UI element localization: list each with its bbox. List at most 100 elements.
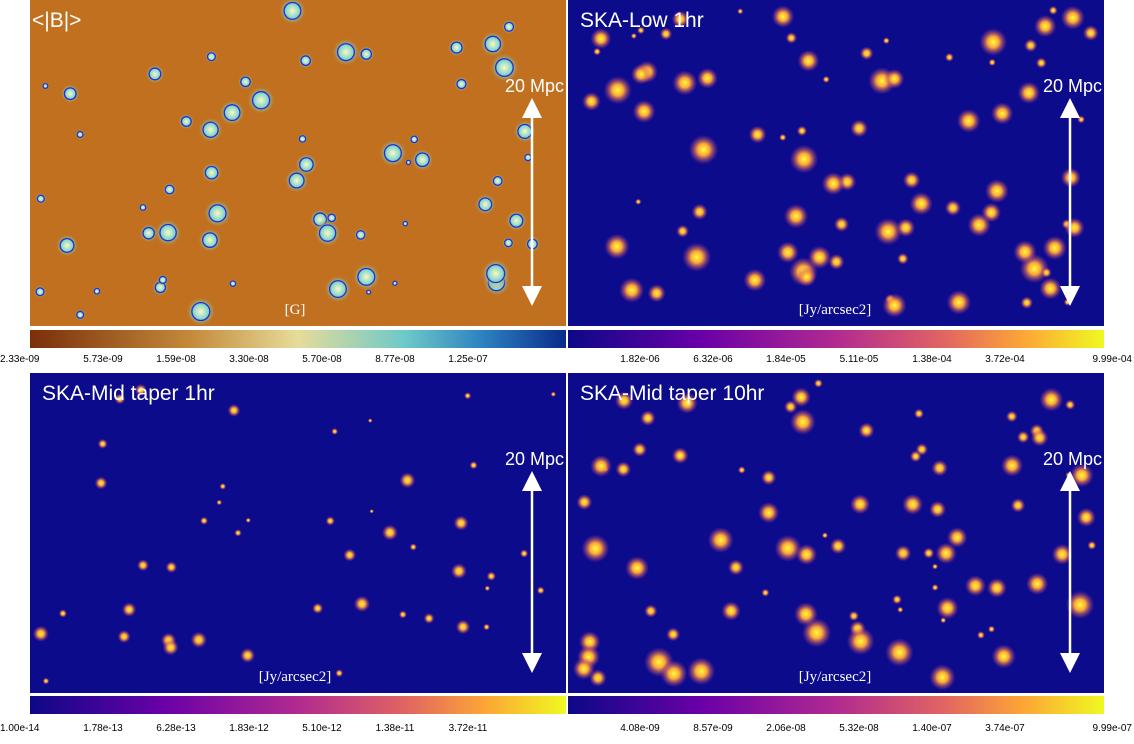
map-feature	[399, 472, 415, 488]
colorbar-tick-label: 5.70e-08	[302, 354, 342, 365]
map-feature	[909, 192, 932, 215]
map-feature	[822, 172, 845, 195]
map-feature	[228, 404, 241, 417]
map-feature	[882, 293, 906, 317]
map-feature	[988, 626, 995, 633]
panel-title: SKA-Low 1hr	[580, 9, 704, 32]
map-feature	[797, 126, 808, 137]
map-feature	[666, 627, 680, 641]
map-feature	[1006, 411, 1018, 423]
map-feature	[965, 575, 986, 596]
map-feature	[1031, 429, 1049, 447]
map-feature	[246, 518, 251, 523]
map-feature	[1034, 15, 1057, 38]
colorbar-tick-label: 1.78e-13	[83, 723, 123, 734]
colorbar-tick-label: 9.99e-04	[1093, 354, 1133, 365]
map-feature	[979, 28, 1007, 56]
map-feature	[1017, 431, 1030, 444]
map-feature	[358, 46, 375, 63]
map-feature	[582, 92, 601, 111]
map-feature	[379, 139, 407, 167]
map-feature	[454, 77, 469, 92]
map-feature	[823, 76, 830, 83]
map-feature	[200, 517, 208, 525]
map-feature	[957, 109, 981, 133]
colorbar-tick-label: 1.59e-08	[156, 354, 196, 365]
map-feature	[332, 38, 360, 66]
map-feature	[648, 284, 666, 302]
colorbar-tick-label: 1.25e-07	[448, 354, 488, 365]
map-feature	[790, 409, 816, 435]
map-feature	[615, 461, 631, 477]
map-feature	[483, 624, 490, 631]
map-feature	[205, 50, 218, 63]
colorbar	[568, 330, 1104, 348]
map-feature	[1011, 498, 1026, 513]
map-feature	[849, 611, 859, 621]
map-feature	[945, 200, 961, 216]
map-feature	[61, 84, 80, 103]
colorbar-tick-label: 8.57e-09	[693, 723, 733, 734]
map-feature	[830, 538, 846, 554]
map-feature	[761, 589, 769, 597]
map-feature	[335, 669, 343, 677]
map-feature	[1077, 508, 1096, 527]
map-feature	[619, 278, 644, 303]
map-feature	[640, 410, 656, 426]
map-feature	[902, 494, 923, 515]
colorbar-tick-label: 2.33e-09	[0, 354, 40, 365]
figure: <|B|>[G]20 Mpc2.33e-095.73e-091.59e-083.…	[0, 0, 1134, 744]
map-feature	[1036, 57, 1047, 68]
map-feature	[847, 627, 875, 655]
panel: <|B|>[G]20 Mpc2.33e-095.73e-091.59e-083.…	[0, 0, 566, 365]
map-feature	[573, 658, 595, 680]
map-feature	[604, 234, 630, 260]
map-feature	[814, 379, 823, 388]
map-feature	[1083, 25, 1099, 41]
map-feature	[914, 409, 924, 419]
map-feature	[897, 253, 909, 265]
map-feature	[117, 630, 130, 643]
colorbar-tick-label: 3.72e-04	[985, 354, 1025, 365]
unit-label: [Jy/arcsec2]	[799, 302, 871, 318]
map-feature	[903, 171, 921, 189]
map-feature	[399, 610, 407, 618]
map-feature	[410, 543, 417, 550]
colorbar-tick-label: 6.32e-06	[693, 354, 733, 365]
map-feature	[631, 64, 651, 84]
panel: SKA-Mid taper 10hr[Jy/arcsec2]20 Mpc4.08…	[568, 373, 1132, 734]
map-feature	[234, 529, 241, 536]
map-feature	[1064, 298, 1071, 305]
colorbar-tick-label: 1.82e-06	[620, 354, 660, 365]
map-feature	[1024, 39, 1037, 52]
map-feature	[411, 148, 434, 171]
panel-title: SKA-Mid taper 1hr	[42, 382, 215, 405]
map-feature	[631, 33, 637, 39]
map-feature	[122, 602, 137, 617]
map-feature	[687, 657, 715, 685]
map-feature	[502, 19, 517, 34]
colorbar	[30, 330, 566, 348]
scale-bar-label: 20 Mpc	[505, 449, 564, 469]
map-feature	[1013, 240, 1036, 263]
map-feature	[932, 563, 938, 569]
colorbar-tick-label: 1.40e-07	[912, 723, 952, 734]
colorbar-tick-label: 1.38e-04	[912, 354, 952, 365]
map-feature	[451, 563, 467, 579]
map-feature	[932, 584, 939, 591]
map-feature	[808, 246, 831, 269]
map-feature	[910, 450, 922, 462]
colorbar-tick-label: 5.11e-05	[840, 354, 879, 365]
map-feature	[240, 648, 255, 663]
map-feature	[749, 126, 767, 144]
panel: SKA-Mid taper 1hr[Jy/arcsec2]20 Mpc1.00e…	[0, 373, 566, 734]
map-feature	[1043, 236, 1067, 260]
map-feature	[590, 455, 612, 477]
colorbar	[30, 696, 566, 714]
map-feature	[165, 561, 177, 573]
map-feature	[154, 219, 181, 246]
map-feature	[936, 597, 958, 619]
map-feature	[1064, 217, 1084, 237]
map-feature	[1049, 6, 1058, 15]
map-feature	[33, 626, 49, 642]
